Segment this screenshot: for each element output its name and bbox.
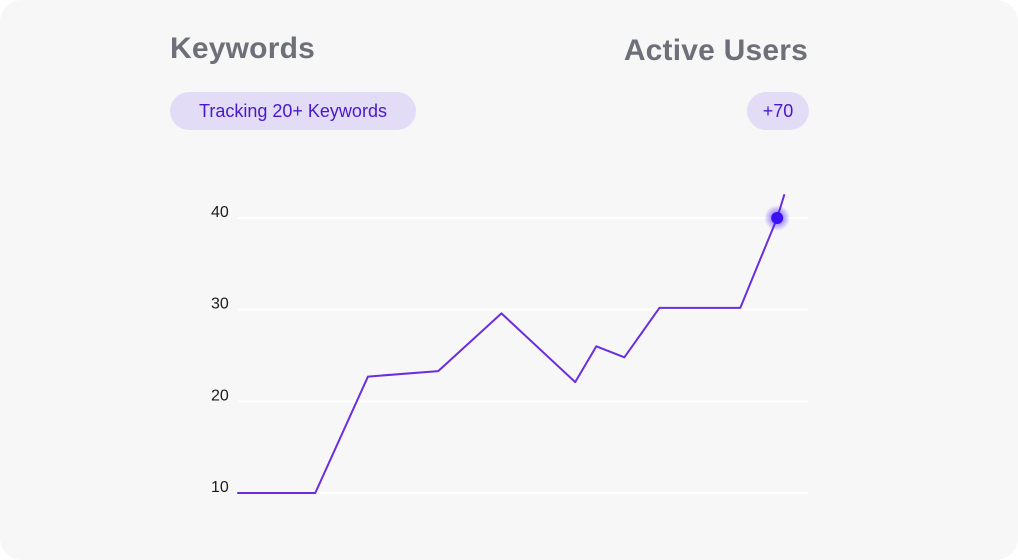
y-axis-ticks: 10 20 30 40 [211,204,229,496]
active-users-title: Active Users [623,34,808,67]
keywords-badge: Tracking 20+ Keywords [170,92,416,130]
gridlines [238,217,808,494]
highlight-point [771,212,784,224]
y-tick-label-10: 10 [211,479,229,496]
y-tick-label-30: 30 [211,296,229,313]
y-tick-label-40: 40 [211,204,229,221]
keywords-title: Keywords [170,32,315,65]
highlight-layer [764,205,791,231]
series-layer [237,194,786,494]
y-tick-label-20: 20 [211,387,229,404]
active-users-badge: +70 [747,92,809,130]
series-line [237,194,786,494]
